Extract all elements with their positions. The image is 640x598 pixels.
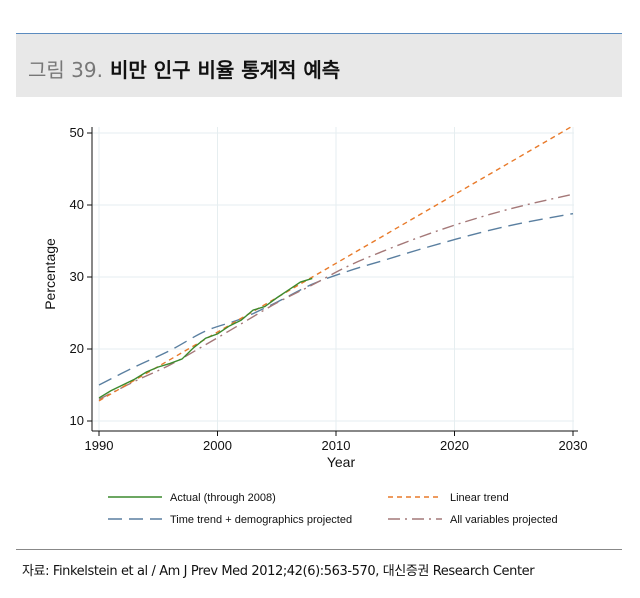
source-note: 자료: Finkelstein et al / Am J Prev Med 20…: [22, 564, 535, 579]
y-tick-label-20: 20: [70, 341, 84, 356]
series-line-2: [98, 212, 574, 386]
series-line-3: [98, 193, 574, 401]
figure-main-title: 비만 인구 비율 통계적 예측: [109, 58, 341, 82]
x-tick-label-2010: 2010: [322, 438, 351, 453]
figure-number: 그림 39.: [28, 58, 103, 82]
x-tick-label-2000: 2000: [203, 438, 232, 453]
series-line-0: [98, 277, 313, 399]
y-tick-label-10: 10: [70, 413, 84, 428]
y-tick-label-40: 40: [70, 197, 84, 212]
grid-lines: [92, 127, 574, 431]
legend-label-2: Time trend + demographics projected: [170, 514, 352, 526]
x-tick-label-1990: 1990: [85, 438, 114, 453]
y-tick-label-30: 30: [70, 269, 84, 284]
x-tick-label-2030: 2030: [559, 438, 588, 453]
series-line-1: [98, 125, 574, 402]
y-tick-label-50: 50: [70, 125, 84, 140]
x-axis-title: Year: [327, 454, 356, 470]
x-tick-label-2020: 2020: [440, 438, 469, 453]
y-axis-title: Percentage: [42, 238, 58, 310]
figure-title: 그림 39. 비만 인구 비율 통계적 예측: [28, 54, 340, 83]
legend-label-3: All variables projected: [450, 514, 558, 526]
header-top-rule: [16, 33, 622, 34]
series-lines: [98, 125, 574, 402]
footer-rule: [16, 549, 622, 550]
legend-label-1: Linear trend: [450, 492, 509, 504]
legend-label-0: Actual (through 2008): [170, 492, 276, 504]
figure-header: 그림 39. 비만 인구 비율 통계적 예측: [16, 34, 622, 97]
legend: Actual (through 2008) Linear trend Time tr…: [108, 492, 558, 526]
